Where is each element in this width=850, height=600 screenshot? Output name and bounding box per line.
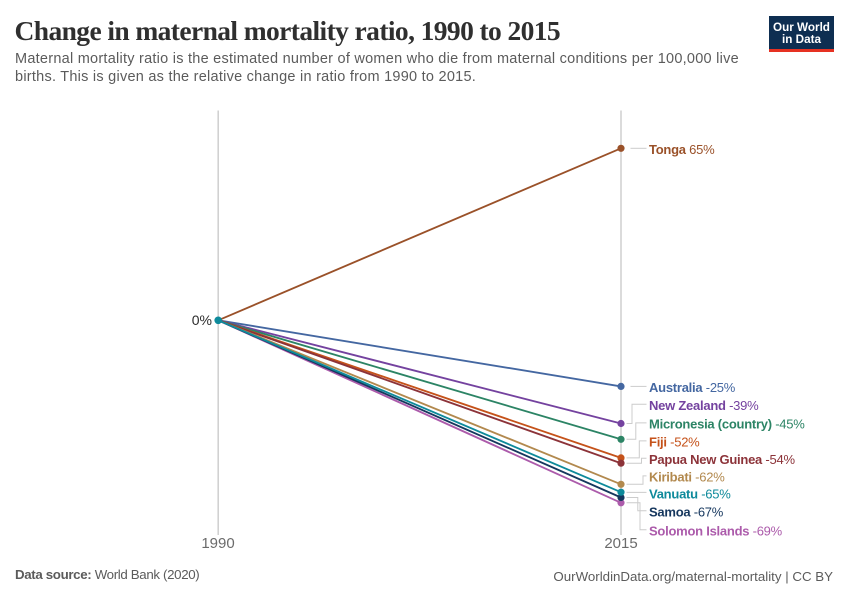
svg-text:Solomon Islands -69%: Solomon Islands -69% (649, 524, 783, 539)
svg-text:0%: 0% (192, 312, 212, 328)
svg-text:Australia -25%: Australia -25% (649, 380, 736, 395)
svg-text:New Zealand -39%: New Zealand -39% (649, 398, 759, 413)
svg-text:Papua New Guinea -54%: Papua New Guinea -54% (649, 452, 795, 467)
svg-text:Kiribati -62%: Kiribati -62% (649, 470, 725, 485)
svg-text:Fiji -52%: Fiji -52% (649, 435, 700, 450)
svg-text:Samoa -67%: Samoa -67% (649, 505, 724, 520)
svg-text:Tonga 65%: Tonga 65% (649, 142, 715, 157)
svg-text:Micronesia (country) -45%: Micronesia (country) -45% (649, 417, 805, 432)
svg-text:Vanuatu -65%: Vanuatu -65% (649, 487, 731, 502)
